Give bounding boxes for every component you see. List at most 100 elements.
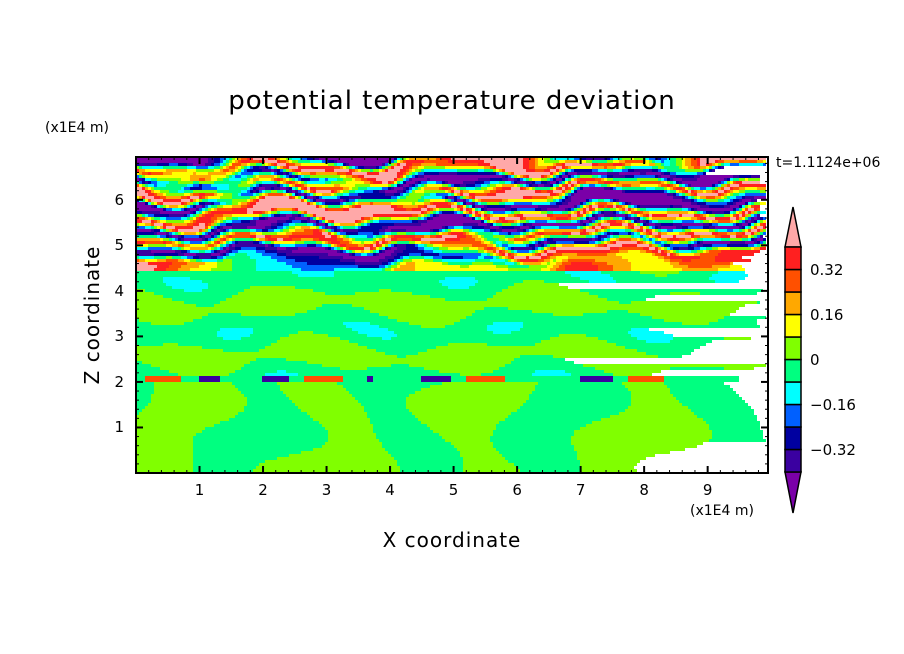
contour-cell: [610, 199, 613, 202]
contour-cell: [406, 397, 529, 400]
contour-cell: [298, 406, 364, 409]
contour-cell: [751, 247, 754, 250]
contour-cell: [502, 244, 508, 247]
contour-cell: [496, 424, 586, 427]
contour-cell: [460, 187, 466, 190]
contour-cell: [676, 235, 691, 238]
contour-cell: [433, 208, 436, 211]
contour-cell: [214, 160, 220, 163]
contour-cell: [490, 190, 496, 193]
contour-cell: [277, 211, 280, 214]
contour-cell: [295, 259, 340, 262]
contour-cell: [664, 247, 667, 250]
contour-cell: [283, 238, 292, 241]
contour-cell: [664, 259, 670, 262]
contour-cell: [223, 238, 226, 241]
contour-cell: [385, 256, 394, 259]
contour-cell: [235, 175, 241, 178]
contour-cell: [712, 223, 718, 226]
contour-cell: [484, 247, 487, 250]
contour-cell: [472, 313, 553, 316]
contour-cell: [322, 196, 337, 199]
contour-cell: [658, 256, 664, 259]
contour-cell: [571, 217, 577, 220]
contour-cell: [484, 217, 487, 220]
contour-cell: [325, 181, 331, 184]
contour-cell: [532, 184, 538, 187]
contour-cell: [649, 232, 652, 235]
contour-cell: [265, 160, 277, 163]
contour-cell: [628, 202, 631, 205]
contour-cell: [418, 187, 421, 190]
contour-cell: [346, 163, 349, 166]
contour-cell: [301, 184, 304, 187]
contour-cell: [214, 193, 217, 196]
contour-cell: [358, 226, 361, 229]
contour-cell: [694, 199, 697, 202]
contour-cell: [466, 202, 472, 205]
contour-cell: [547, 181, 550, 184]
contour-cell: [235, 385, 280, 388]
contour-cell: [604, 238, 607, 241]
contour-cell: [379, 439, 445, 442]
contour-cell: [364, 217, 370, 220]
contour-cell: [424, 175, 502, 178]
contour-cell: [490, 439, 571, 442]
contour-cell: [475, 310, 532, 313]
contour-cell: [649, 238, 652, 241]
contour-cell: [571, 436, 712, 439]
contour-cell: [697, 160, 700, 163]
contour-cell: [136, 214, 142, 217]
contour-cell: [187, 214, 190, 217]
contour-cell: [454, 322, 493, 325]
contour-cell: [487, 193, 496, 196]
contour-cell: [421, 169, 424, 172]
contour-cell: [496, 187, 502, 190]
contour-cell: [712, 211, 724, 214]
contour-cell: [538, 160, 544, 163]
contour-cell: [706, 250, 709, 253]
contour-cell: [352, 304, 745, 307]
contour-cell: [370, 310, 475, 313]
contour-cell: [493, 247, 496, 250]
contour-cell: [736, 217, 739, 220]
contour-cell: [355, 397, 406, 400]
contour-cell: [592, 211, 595, 214]
contour-cell: [547, 166, 553, 169]
contour-cell: [226, 217, 232, 220]
contour-cell: [352, 202, 355, 205]
contour-cell: [394, 208, 406, 211]
contour-cell: [574, 208, 577, 211]
contour-cell: [643, 229, 646, 232]
contour-cell: [370, 250, 373, 253]
contour-cell: [493, 430, 574, 433]
contour-cell: [208, 283, 442, 286]
contour-cell: [403, 205, 418, 208]
contour-cell: [514, 211, 520, 214]
contour-cell: [631, 262, 670, 265]
contour-cell: [250, 334, 289, 337]
contour-cell: [628, 259, 664, 262]
contour-cell: [136, 271, 292, 274]
contour-cell: [706, 421, 760, 424]
contour-cell: [724, 196, 727, 199]
contour-cell: [520, 184, 523, 187]
contour-cell: [247, 202, 250, 205]
contour-cell: [625, 214, 628, 217]
contour-cell: [580, 229, 583, 232]
contour-cell: [457, 169, 478, 172]
contour-cell: [313, 289, 379, 292]
contour-cell: [154, 229, 160, 232]
contour-cell: [580, 184, 583, 187]
contour-cell: [469, 193, 475, 196]
contour-cell: [604, 241, 607, 244]
contour-cell: [532, 226, 535, 229]
contour-cell: [691, 250, 697, 253]
contour-cell: [448, 190, 451, 193]
contour-cell: [247, 163, 250, 166]
contour-cell: [436, 346, 625, 349]
contour-cell: [634, 169, 652, 172]
contour-cell: [136, 385, 154, 388]
contour-cell: [397, 196, 400, 199]
